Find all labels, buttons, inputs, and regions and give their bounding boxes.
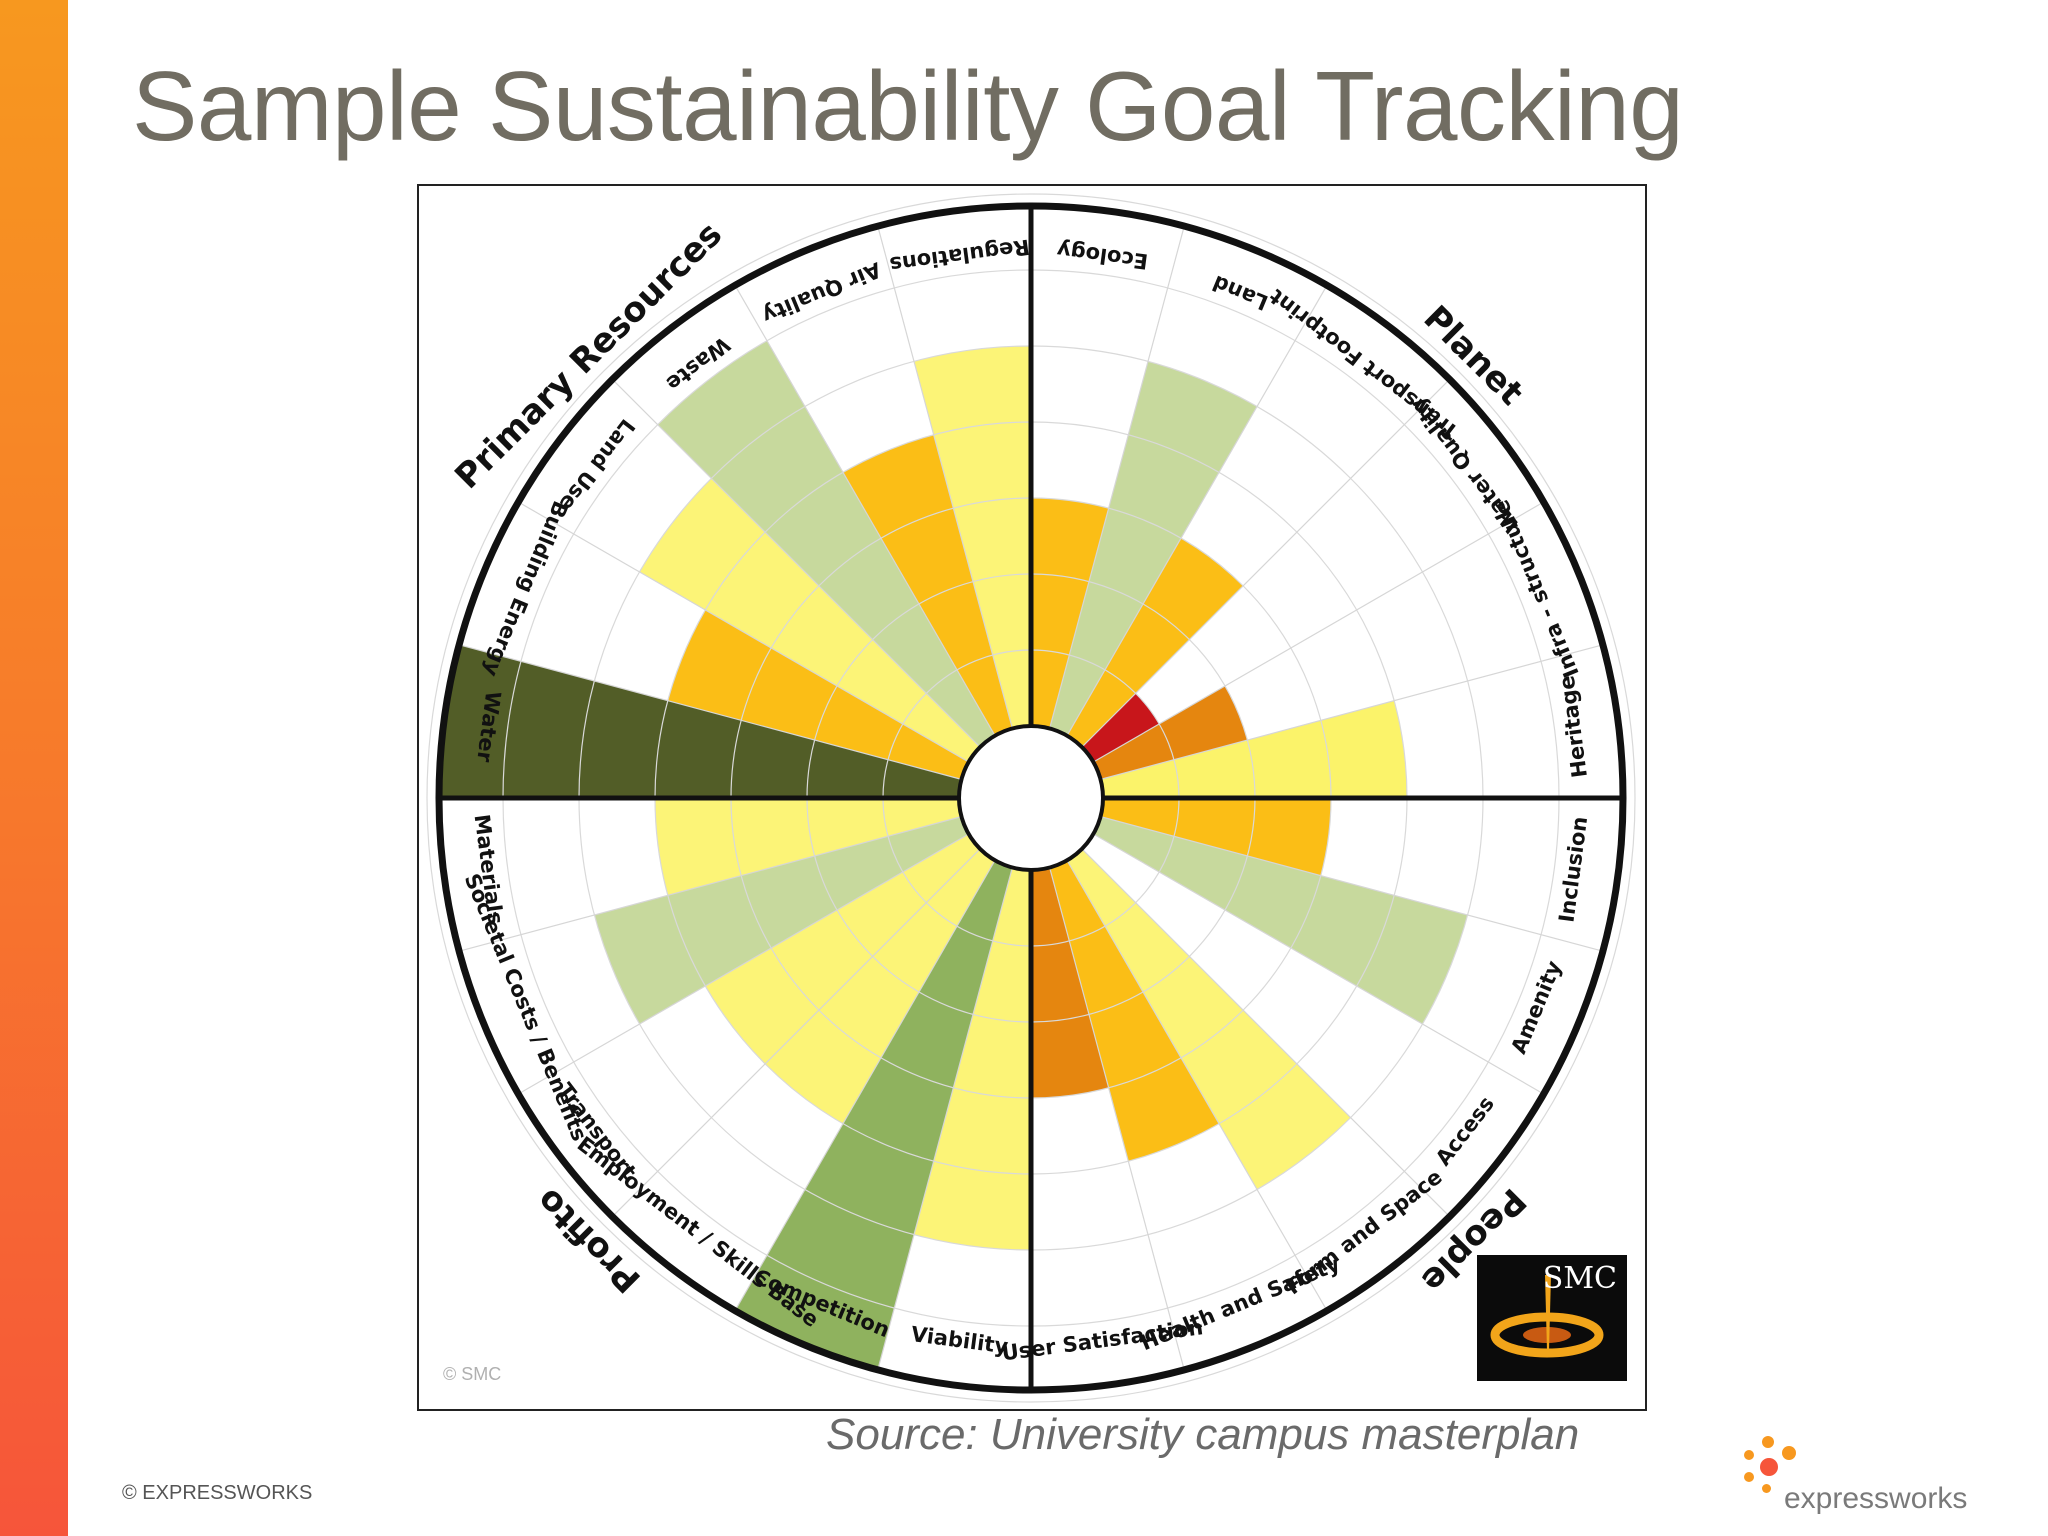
sector-divider <box>734 860 996 1311</box>
sector-divider <box>518 833 969 1095</box>
footer-copyright: © EXPRESSWORKS <box>122 1482 313 1504</box>
logo-dot <box>1744 1472 1754 1482</box>
bar-user-satisfaction <box>1031 867 1109 1098</box>
page-title: Sample Sustainability Goal Tracking <box>132 51 1684 161</box>
bar-transport-footprint <box>1067 538 1244 748</box>
sector-divider <box>459 644 962 780</box>
bar-air-quality <box>843 434 1013 736</box>
expressworks-logo: expressworks <box>1738 1430 1998 1520</box>
chart-copyright: © SMC <box>443 1364 502 1384</box>
bar-ecology <box>1031 498 1109 729</box>
sector-divider <box>1049 867 1185 1370</box>
bar-land <box>1049 361 1257 736</box>
orange-side-bar <box>0 0 68 1536</box>
bar-form-and-space <box>1067 848 1351 1190</box>
logo-dot <box>1760 1458 1778 1476</box>
bar-land-use <box>639 478 981 762</box>
sector-divider <box>1093 501 1544 763</box>
sector-divider <box>877 867 1013 1370</box>
sustainability-wheel-chart: Heritage Infra - structure Water Quality Tr… <box>417 184 1647 1411</box>
smc-logo: SMC <box>1477 1255 1627 1381</box>
sector-divider <box>734 285 996 736</box>
grid-ring <box>426 193 1636 1403</box>
bar-building-energy <box>667 610 969 780</box>
sector-divider <box>1093 833 1544 1095</box>
bar-infra-structure <box>1093 686 1248 780</box>
logo-dot <box>1762 1436 1774 1448</box>
bar-societal-costs-benefits <box>594 816 969 1024</box>
center-hub <box>957 724 1105 872</box>
logo-dot <box>1782 1446 1796 1460</box>
smc-logo-text: SMC <box>1542 1261 1617 1296</box>
sector-divider <box>1100 816 1603 952</box>
sector-divider <box>518 501 969 763</box>
bar-regulations <box>914 346 1031 729</box>
bar-transport <box>705 834 981 1064</box>
sector-divider <box>1081 848 1451 1218</box>
sector-divider <box>1081 378 1451 748</box>
bar-inclusion <box>1100 798 1331 876</box>
bar-water-quality <box>1081 693 1160 762</box>
smc-logo-mark <box>1490 1275 1604 1358</box>
sector-divider <box>1100 644 1603 780</box>
source-caption: Source: University campus masterplan <box>826 1410 1580 1459</box>
sector-divider <box>877 226 1013 729</box>
bar-amenity <box>1093 816 1468 1024</box>
sector-divider <box>1049 226 1185 729</box>
bar-health-and-safety <box>1049 860 1219 1162</box>
bar-waste <box>657 340 995 748</box>
bar-water <box>439 644 962 798</box>
bar-viability <box>914 867 1031 1250</box>
sector-divider <box>1066 860 1328 1311</box>
brand-name: expressworks <box>1784 1482 1968 1515</box>
sector-divider <box>611 848 981 1218</box>
logo-dot <box>1762 1484 1771 1493</box>
sector-divider <box>611 378 981 748</box>
logo-dot <box>1744 1450 1754 1460</box>
sector-divider <box>459 816 962 952</box>
sector-divider <box>1066 285 1328 736</box>
bar-competition <box>735 860 1013 1370</box>
bar-employment-skills-base <box>765 848 995 1124</box>
